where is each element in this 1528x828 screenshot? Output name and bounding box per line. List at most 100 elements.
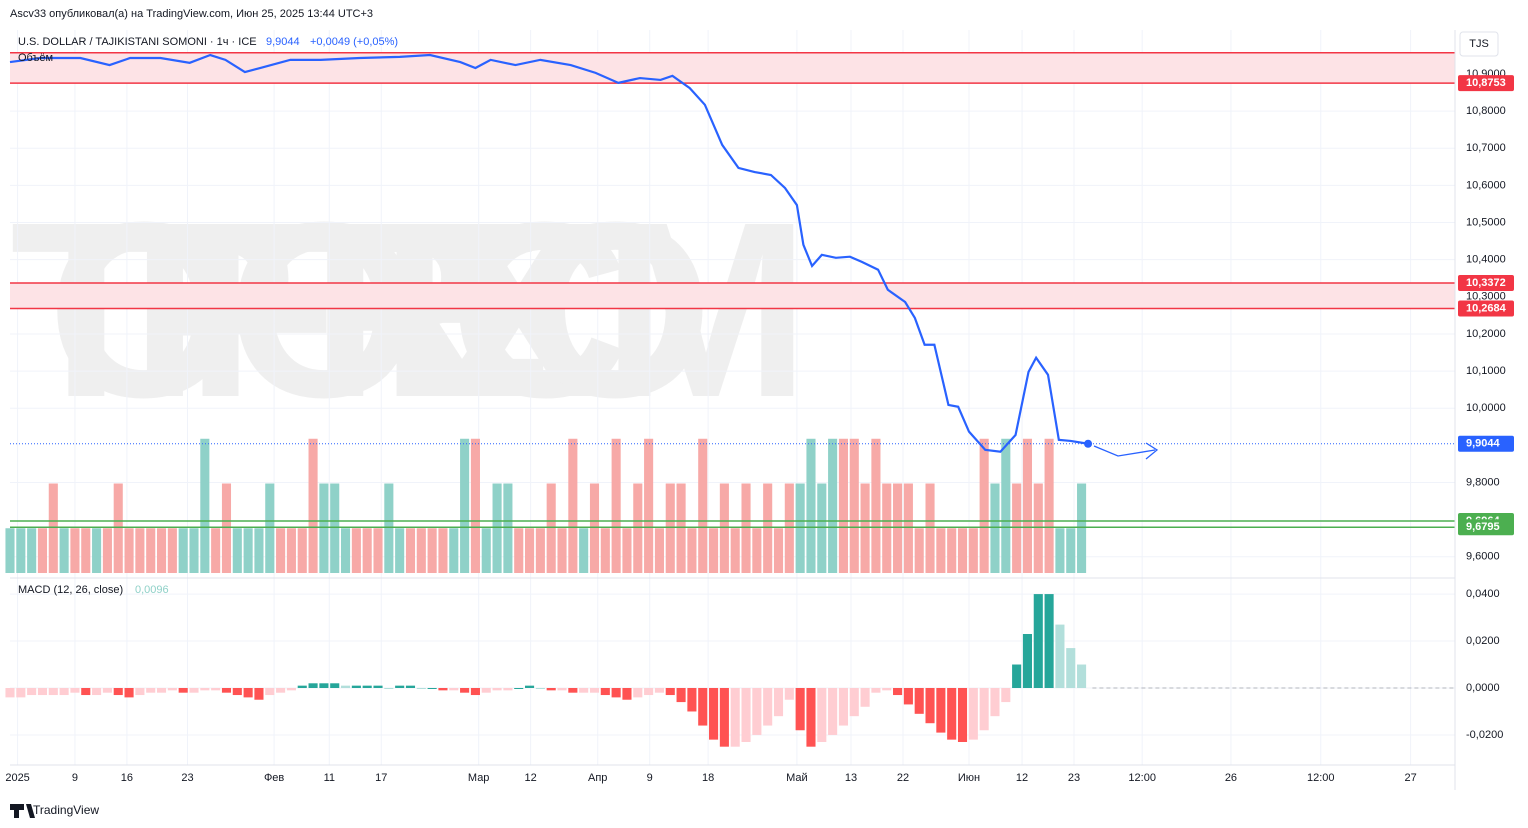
watermark: TOPFOREX.COM [10,170,810,449]
volume-bar [1077,483,1087,573]
volume-bar [265,483,275,573]
macd-bar [903,687,913,705]
volume-bar [514,528,524,573]
macd-bar [276,687,286,693]
macd-bar [644,687,654,696]
price-axis-bg [1455,30,1528,800]
volume-bar [849,438,859,573]
macd-bar [481,687,491,693]
volume-bar [460,438,470,573]
zone-label: 10,3372 [1466,277,1506,289]
volume-bar [968,528,978,573]
macd-bar [719,687,729,747]
volume-bar [925,483,935,573]
volume-bar [1022,438,1032,573]
volume-bar [1044,438,1054,573]
y-tick-label: 9,8000 [1466,476,1500,488]
macd-bar [535,687,545,689]
volume-bar [92,528,102,573]
volume-bar [384,483,394,573]
volume-bar [232,528,242,573]
volume-bar [1001,438,1011,573]
macd-bar [156,687,167,693]
volume-bar [903,483,913,573]
macd-bar [427,687,437,689]
macd-bar [48,687,58,696]
forecast-arrow-head [1145,442,1159,460]
publisher: Ascv33 опубликовал(а) на TradingView.com… [10,8,373,20]
macd-bar [1055,624,1065,688]
volume-bar [763,483,773,573]
macd-bar [1077,664,1087,688]
macd-bar [470,687,480,696]
macd-bar [546,687,556,691]
volume-bar [81,528,91,573]
macd-bar [817,687,827,742]
x-tick-label: 12:00 [1307,772,1335,784]
macd-bar [730,687,740,747]
macd-bar [1033,594,1043,688]
macd-tick-label: 0,0000 [1466,682,1500,694]
x-tick-label: 11 [324,772,335,784]
macd-bar [882,687,892,691]
macd-last: 0,0096 [135,584,169,596]
volume-bar [276,528,286,573]
volume-bar [351,528,361,573]
y-tick-label: 10,5000 [1466,216,1506,228]
volume-bar [644,438,654,573]
volume-bar [838,438,848,573]
macd-tick-label: -0,0200 [1466,729,1503,741]
x-tick-label: 17 [375,772,387,784]
macd-bar [1012,664,1022,688]
macd-bar [200,687,210,691]
volume-bar [687,528,697,573]
macd-bar [957,687,968,742]
macd-bar [81,687,91,696]
volume-bar [319,483,329,573]
macd-bar [243,687,253,698]
macd-bar [784,687,794,700]
x-tick-label: 12:00 [1128,772,1156,784]
currency-button[interactable] [1459,31,1499,57]
volume-bar [449,528,459,573]
volume-bar [167,528,177,573]
y-tick-label: 10,4000 [1466,254,1506,266]
macd-bar [741,687,751,742]
volume-bar [1012,483,1022,573]
macd-bar [102,687,112,693]
macd-bar [340,685,351,688]
volume-bar [254,528,264,573]
macd-bar [622,687,632,700]
volume-bar [665,483,675,573]
volume-bar [741,483,751,573]
macd-title: MACD (12, 26, close) [18,584,123,596]
volume-bar [297,528,307,573]
volume-bar [124,528,134,573]
price-line [9,53,1089,453]
volume-bar [719,483,729,573]
macd-bar [893,687,903,696]
x-tick-label: 23 [181,772,193,784]
x-tick-label: 9 [647,772,653,784]
volume-bar [178,528,188,573]
macd-bar [438,687,448,691]
y-tick-label: 10,1000 [1466,365,1506,377]
macd-bar [351,685,361,688]
volume-bar [37,528,48,573]
macd-bar [665,687,675,696]
macd-bar [871,687,881,693]
y-tick-label: 10,0000 [1466,402,1506,414]
macd-bar [167,687,177,691]
macd-bar [1066,648,1076,688]
zone-label-bg [1458,300,1514,317]
volume-bar [395,528,405,573]
volume-bar [936,528,946,573]
volume-bar [113,483,123,573]
volume-bar [405,528,416,573]
x-tick-label: 22 [897,772,909,784]
volume-bar [893,483,903,573]
volume-bar [5,528,15,573]
volume-bar [871,438,881,573]
volume-bar [340,528,351,573]
macd-bar [568,687,578,693]
